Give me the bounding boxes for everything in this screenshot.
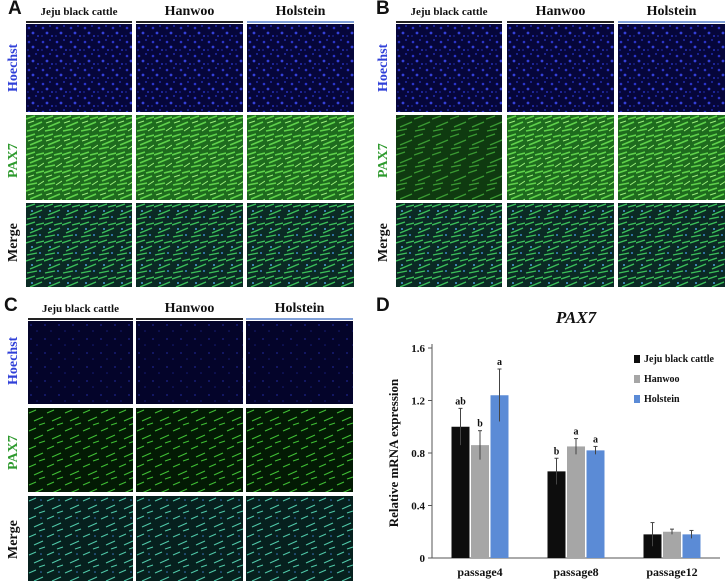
row-label-hoechst-a: Hoechst	[6, 43, 21, 92]
y-tick-label: 1.2	[411, 396, 425, 408]
legend-label: Holstein	[644, 394, 680, 405]
col-header-hanwoo-b: Hanwoo	[535, 4, 586, 19]
col-line-c2	[136, 318, 243, 320]
col-line-b3	[618, 21, 725, 23]
image-merge-hanwoo-a	[136, 203, 243, 287]
image-pax7-hanwoo-a	[136, 115, 243, 200]
col-header-hanwoo-c: Hanwoo	[164, 301, 215, 316]
image-pax7-jeju-a	[26, 115, 132, 200]
image-hoechst-holstein-b	[618, 24, 725, 112]
legend-label: Hanwoo	[644, 374, 680, 385]
row-label-hoechst-c: Hoechst	[6, 336, 21, 385]
image-merge-hanwoo-b	[507, 203, 614, 287]
row-label-pax7-b: PAX7	[376, 143, 391, 178]
image-merge-holstein-b	[618, 203, 725, 287]
col-line-a3	[247, 21, 354, 23]
y-tick-label: 0.4	[411, 501, 425, 513]
image-hoechst-jeju-a	[26, 24, 132, 112]
panel-label-d: D	[376, 295, 390, 316]
image-pax7-holstein-b	[618, 115, 725, 200]
col-line-a1	[26, 21, 132, 23]
image-hoechst-holstein-c	[246, 321, 353, 404]
significance-letter: b	[554, 446, 560, 457]
image-pax7-holstein-c	[246, 408, 353, 492]
image-hoechst-holstein-a	[247, 24, 354, 112]
row-label-merge-b: Merge	[376, 223, 391, 262]
bar	[471, 445, 489, 558]
image-pax7-hanwoo-c	[136, 408, 243, 492]
image-hoechst-hanwoo-a	[136, 24, 243, 112]
x-tick-label: passage12	[646, 565, 697, 579]
panel-label-b: B	[376, 0, 390, 19]
image-merge-jeju-c	[28, 496, 133, 581]
col-header-holstein-b: Holstein	[646, 4, 697, 19]
col-line-c3	[246, 318, 353, 320]
image-pax7-holstein-a	[247, 115, 354, 200]
col-header-holstein-c: Holstein	[274, 301, 325, 316]
y-tick-label: 0.8	[411, 448, 425, 460]
image-pax7-jeju-b	[396, 115, 502, 200]
col-header-holstein-a: Holstein	[275, 4, 326, 19]
image-hoechst-jeju-c	[28, 321, 133, 404]
legend-swatch	[634, 355, 640, 363]
row-label-merge-c: Merge	[6, 520, 21, 559]
y-tick-label: 1.6	[411, 343, 425, 355]
col-line-c1	[28, 318, 133, 320]
col-line-a2	[136, 21, 243, 23]
image-merge-holstein-a	[247, 203, 354, 287]
image-pax7-hanwoo-b	[507, 115, 614, 200]
image-hoechst-hanwoo-c	[136, 321, 243, 404]
image-merge-jeju-a	[26, 203, 132, 287]
bar	[663, 531, 681, 558]
x-tick-label: passage8	[553, 565, 598, 579]
col-header-jeju-b: Jeju black cattle	[410, 6, 488, 18]
chart-title: PAX7	[555, 308, 598, 327]
bar-chart: PAX7 Relative mRNA expression 0 0.4 0.8 1.2 1.…	[386, 308, 720, 579]
image-merge-hanwoo-c	[136, 496, 243, 581]
row-label-hoechst-b: Hoechst	[376, 43, 391, 92]
row-label-pax7-c: PAX7	[6, 435, 21, 470]
x-tick-label: passage4	[457, 565, 502, 579]
panel-label-c: C	[4, 295, 18, 316]
bar	[682, 534, 701, 558]
bar	[567, 446, 585, 558]
col-header-jeju-c: Jeju black cattle	[42, 303, 119, 315]
bar	[547, 471, 566, 558]
image-merge-jeju-b	[396, 203, 502, 287]
col-line-b2	[507, 21, 614, 23]
col-header-jeju-a: Jeju black cattle	[40, 6, 118, 18]
image-hoechst-hanwoo-b	[507, 24, 614, 112]
significance-letter: a	[497, 357, 502, 368]
image-hoechst-jeju-b	[396, 24, 502, 112]
image-merge-holstein-c	[246, 496, 353, 581]
row-label-merge-a: Merge	[6, 223, 21, 262]
bar	[490, 395, 509, 558]
legend-swatch	[634, 375, 640, 383]
significance-letter: a	[593, 434, 598, 445]
bar	[451, 426, 470, 558]
bar	[586, 450, 605, 558]
y-axis-label: Relative mRNA expression	[386, 378, 401, 527]
image-pax7-jeju-c	[28, 408, 133, 492]
significance-letter: a	[574, 427, 579, 438]
legend-label: Jeju black cattle	[644, 354, 715, 365]
significance-letter: ab	[455, 396, 466, 407]
significance-letter: b	[477, 419, 483, 430]
col-header-hanwoo-a: Hanwoo	[164, 4, 215, 19]
panel-label-a: A	[8, 0, 22, 19]
y-tick-label: 0	[420, 553, 426, 565]
col-line-b1	[396, 21, 502, 23]
legend-swatch	[634, 395, 640, 403]
row-label-pax7-a: PAX7	[6, 143, 21, 178]
